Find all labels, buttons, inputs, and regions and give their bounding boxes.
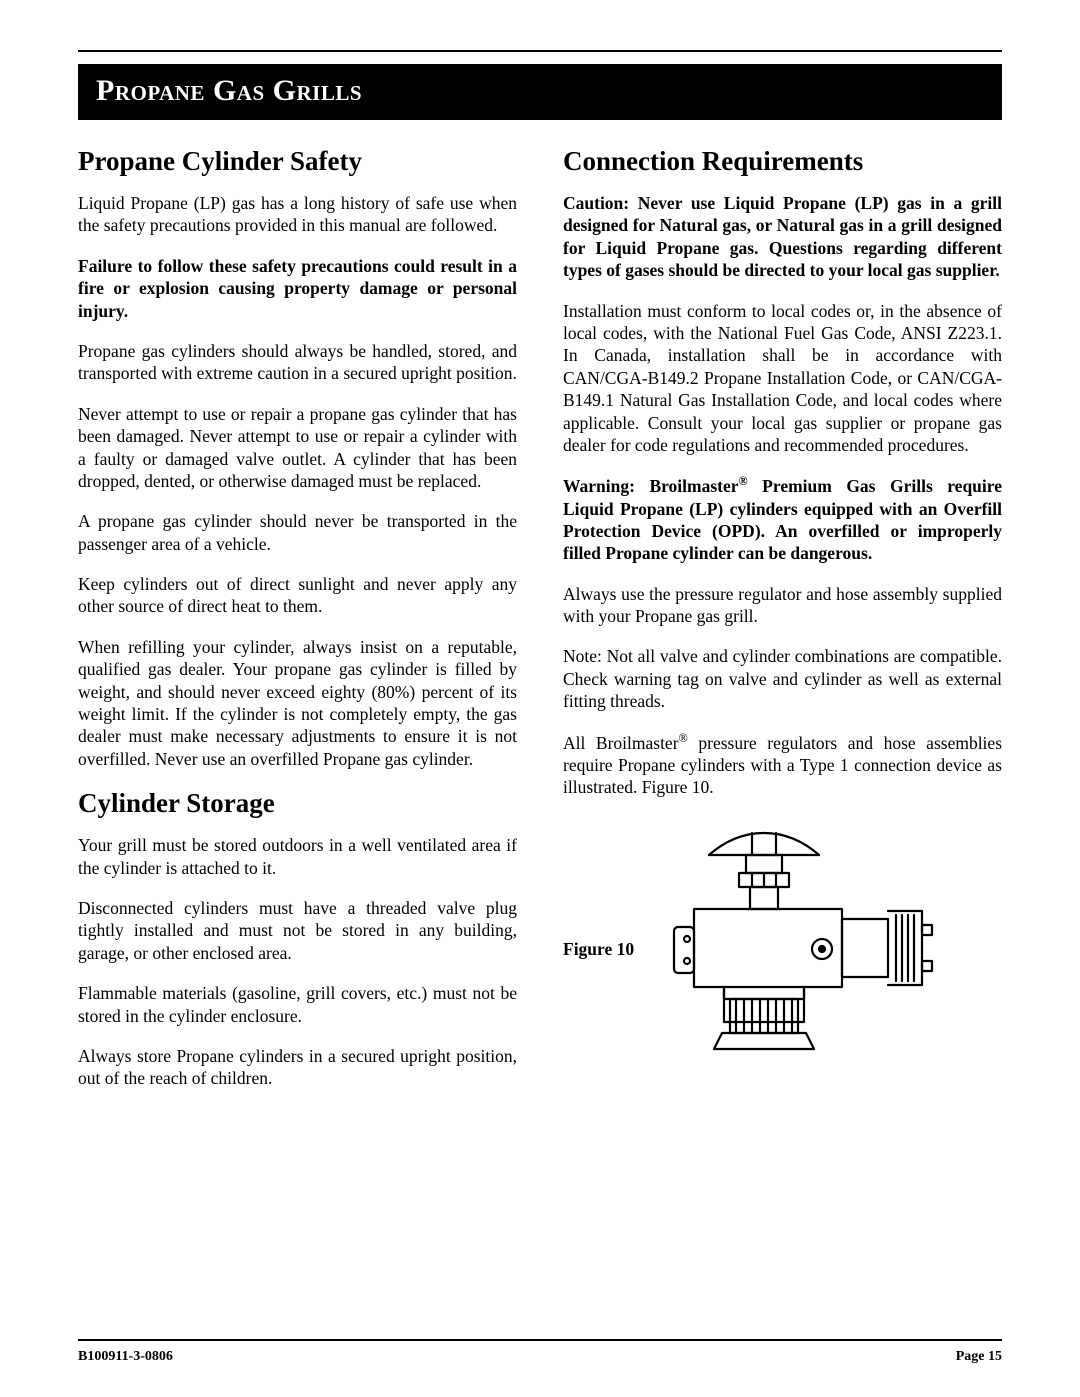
heading-propane-cylinder-safety: Propane Cylinder Safety <box>78 146 517 177</box>
left-column: Propane Cylinder Safety Liquid Propane (… <box>78 138 517 1108</box>
body-paragraph: Disconnected cylinders must have a threa… <box>78 897 517 964</box>
body-paragraph: Liquid Propane (LP) gas has a long histo… <box>78 192 517 237</box>
body-paragraph: Never attempt to use or repair a propane… <box>78 403 517 493</box>
body-paragraph: Propane gas cylinders should always be h… <box>78 340 517 385</box>
body-paragraph: Flammable materials (gasoline, grill cov… <box>78 982 517 1027</box>
body-paragraph: Installation must conform to local codes… <box>563 300 1002 457</box>
text-run: All Broilmaster <box>563 732 679 752</box>
body-paragraph: When refilling your cylinder, always ins… <box>78 636 517 770</box>
body-paragraph: Always use the pressure regulator and ho… <box>563 583 1002 628</box>
page-number: Page 15 <box>956 1349 1002 1365</box>
text-run: Warning: Broilmaster <box>563 476 739 496</box>
figure-10-container: Figure 10 <box>563 827 1002 1062</box>
caution-paragraph: Caution: Never use Liquid Propane (LP) g… <box>563 192 1002 282</box>
banner-title: Propane Gas Grills <box>96 74 362 107</box>
body-paragraph: Keep cylinders out of direct sunlight an… <box>78 573 517 618</box>
page-footer: B100911-3-0806 Page 15 <box>78 1339 1002 1365</box>
heading-cylinder-storage: Cylinder Storage <box>78 788 517 819</box>
warning-paragraph: Warning: Broilmaster® Premium Gas Grills… <box>563 474 1002 564</box>
bottom-rule <box>78 1339 1002 1341</box>
body-paragraph: All Broilmaster® pressure regulators and… <box>563 731 1002 799</box>
body-paragraph: Always store Propane cylinders in a secu… <box>78 1045 517 1090</box>
figure-label: Figure 10 <box>563 929 634 960</box>
top-rule <box>78 50 1002 52</box>
body-paragraph: Note: Not all valve and cylinder combina… <box>563 645 1002 712</box>
right-column: Connection Requirements Caution: Never u… <box>563 138 1002 1108</box>
warning-paragraph: Failure to follow these safety precautio… <box>78 255 517 322</box>
document-code: B100911-3-0806 <box>78 1349 173 1365</box>
valve-illustration-icon <box>664 827 1002 1062</box>
heading-connection-requirements: Connection Requirements <box>563 146 1002 177</box>
body-paragraph: A propane gas cylinder should never be t… <box>78 510 517 555</box>
two-column-layout: Propane Cylinder Safety Liquid Propane (… <box>78 138 1002 1108</box>
section-banner: Propane Gas Grills <box>78 64 1002 120</box>
registered-mark-icon: ® <box>739 474 748 488</box>
body-paragraph: Your grill must be stored outdoors in a … <box>78 834 517 879</box>
registered-mark-icon: ® <box>679 731 688 745</box>
